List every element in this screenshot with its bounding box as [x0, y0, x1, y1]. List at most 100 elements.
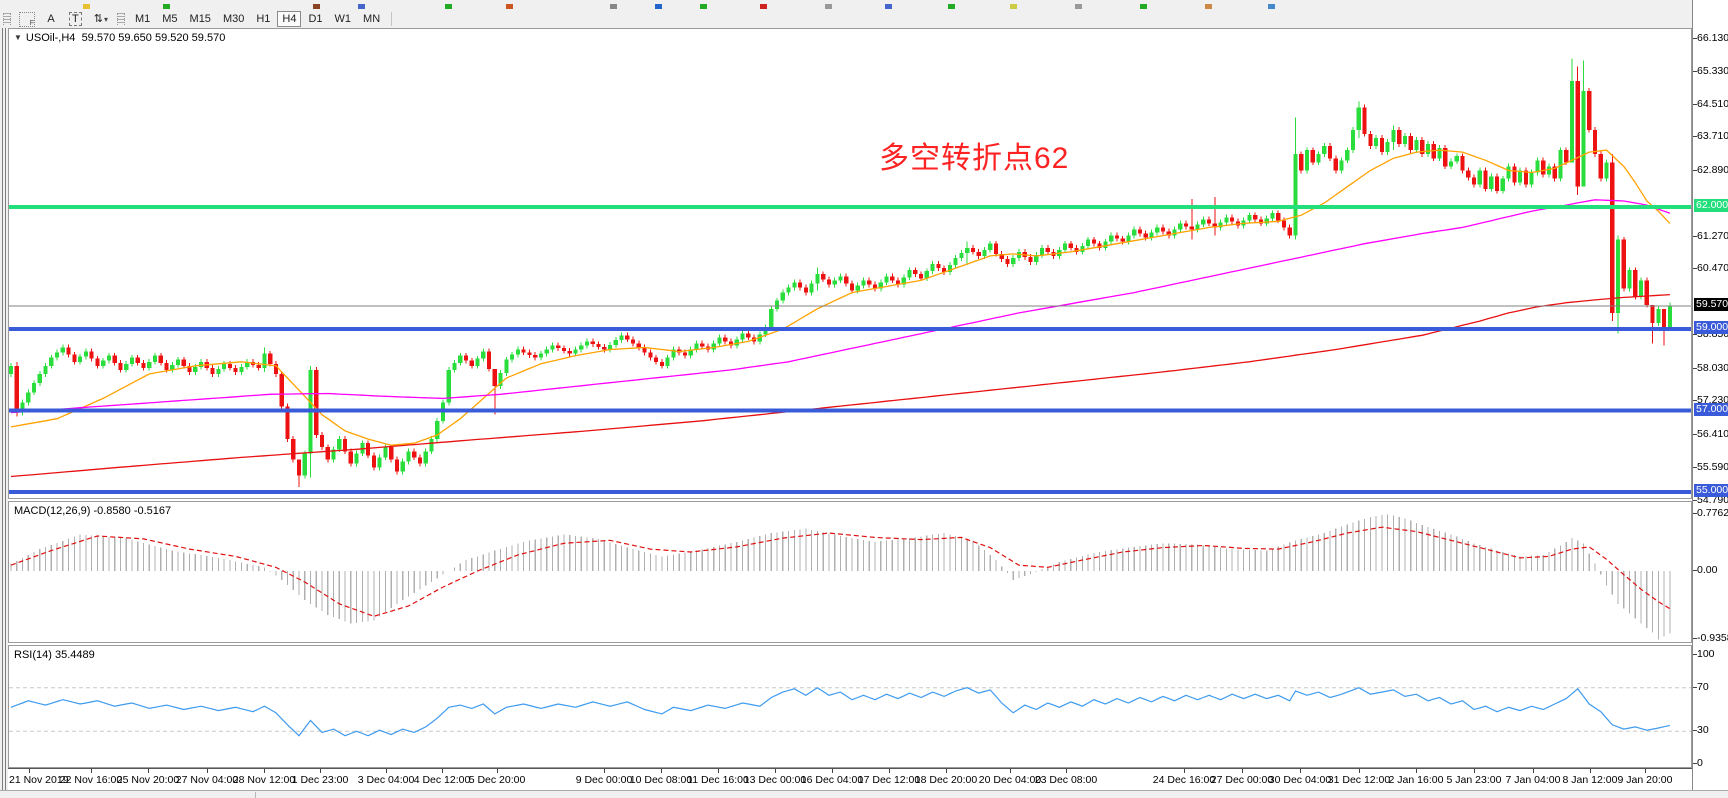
toolbar-icon-fragment [358, 4, 365, 9]
price-tick-label: 55.590 [1697, 460, 1728, 473]
toolbar-icon-fragment [885, 4, 892, 9]
toolbar-icon-fragment [700, 4, 707, 9]
rsi-indicator-panel[interactable]: RSI(14) 35.4489 [8, 645, 1692, 768]
timeframe-button-m5[interactable]: M5 [157, 11, 182, 27]
time-axis-tick [1242, 769, 1243, 773]
macd-axis-tick [1693, 513, 1697, 515]
timeframe-button-m15[interactable]: M15 [185, 11, 216, 27]
time-axis-tick [775, 769, 776, 773]
text-label-tool-button[interactable]: A [40, 11, 62, 27]
price-tick-label: 56.410 [1697, 427, 1728, 440]
rsi-line [10, 686, 1671, 737]
time-axis-tick [1184, 769, 1185, 773]
rsi-axis-tick [1693, 686, 1697, 688]
arrows-icon: ⇅ [93, 13, 103, 25]
window-left-splitter[interactable] [0, 28, 8, 790]
rsi-axis-label: 70 [1697, 680, 1709, 693]
arrows-tool-button[interactable]: ⇅▾ [89, 11, 113, 27]
macd-histogram-layer [10, 514, 1671, 640]
price-axis-tick [1693, 235, 1697, 237]
time-axis-tick [207, 769, 208, 773]
price-axis-tick [1693, 433, 1697, 435]
toolbar-icon-fragment [825, 4, 832, 9]
time-axis-tick [442, 769, 443, 773]
price-tick-label: 64.510 [1697, 97, 1728, 110]
timeframe-button-mn[interactable]: MN [358, 11, 385, 27]
time-axis-tick [1066, 769, 1067, 773]
text-box-tool-button[interactable]: T [64, 11, 87, 27]
dock-letter: F [29, 19, 34, 27]
price-axis-tick [1693, 103, 1697, 105]
time-axis-tick [1533, 769, 1534, 773]
price-tick-label: 66.130 [1697, 32, 1728, 44]
time-axis-label: 3 Dec 04:00 [357, 774, 415, 786]
toolbar-icon-fragment [445, 4, 452, 9]
time-axis-label: 20 Dec 04:00 [978, 774, 1042, 786]
time-axis-label: 9 Dec 00:00 [575, 774, 633, 786]
price-level-label: 55.000 [1694, 483, 1728, 497]
macd-axis-label: 0.7762 [1697, 507, 1728, 520]
timeframe-button-m30[interactable]: M30 [218, 11, 249, 27]
toolbar-icon-fragment [1010, 4, 1017, 9]
toolbar-separator [391, 12, 393, 26]
timeframe-button-d1[interactable]: D1 [303, 11, 327, 27]
time-axis-label: 27 Dec 00:00 [1210, 774, 1274, 786]
price-level-label: 59.570 [1694, 297, 1728, 311]
time-axis-tick [91, 769, 92, 773]
timeframe-button-h4[interactable]: H4 [277, 11, 302, 27]
toolbar-drag-handle[interactable] [3, 13, 11, 25]
chart-dropdown-icon[interactable]: ▼ [14, 33, 22, 42]
price-axis[interactable]: 66.130 65.330 64.510 63.710 62.890 61.270 60.4… [1692, 0, 1728, 798]
price-tick-label: 60.470 [1697, 262, 1728, 275]
price-axis-tick [1693, 70, 1697, 72]
toolbar-drag-handle[interactable] [116, 13, 125, 25]
time-axis-label: 22 Nov 16:00 [59, 774, 123, 786]
toolbar-icon-fragment [610, 4, 617, 9]
time-axis-label: 5 Jan 23:00 [1446, 774, 1502, 786]
time-axis-label: 13 Dec 00:00 [743, 774, 807, 786]
ma-fast [10, 149, 1671, 446]
toolbar-icon-fragment [948, 4, 955, 9]
status-bar-segment [2, 792, 256, 798]
toolbar-icon-fragment [1268, 4, 1275, 9]
time-axis-tick [264, 769, 265, 773]
time-axis-label: 1 Dec 23:00 [291, 774, 349, 786]
chart-ohlc-readout: 59.570 59.650 59.520 59.570 [81, 32, 226, 44]
time-axis-label: 4 Dec 12:00 [413, 774, 471, 786]
time-axis-label: 5 Dec 20:00 [468, 774, 526, 786]
time-axis-label: 28 Nov 12:00 [232, 774, 296, 786]
time-axis-tick [29, 769, 30, 773]
price-level-label: 62.000 [1694, 199, 1728, 213]
main-chart-panel[interactable]: ▼ USOil-,H4 59.570 59.650 59.520 59.570 多… [8, 28, 1692, 499]
time-axis-tick [497, 769, 498, 773]
price-axis-tick [1693, 268, 1697, 270]
time-axis-label: 23 Dec 08:00 [1034, 774, 1098, 786]
rsi-axis-tick [1693, 763, 1697, 764]
price-axis-tick [1693, 499, 1697, 501]
rsi-axis-label: 0 [1697, 757, 1703, 769]
time-axis-tick [832, 769, 833, 773]
moving-averages-layer [10, 149, 1671, 478]
main-chart-canvas [9, 58, 1691, 494]
timeframe-button-m1[interactable]: M1 [130, 11, 155, 27]
price-axis-tick [1693, 334, 1697, 336]
time-axis-tick [1416, 769, 1417, 773]
toolbar-icon-fragment [83, 4, 90, 9]
rsi-label: RSI(14) 35.4489 [14, 649, 95, 661]
time-axis-tick [718, 769, 719, 773]
toolbar: F A T ⇅▾ M1 M5 M15 M30 H1 H4 D1 W1 MN [0, 10, 1728, 29]
time-axis-label: 21 Nov 2019 [9, 774, 69, 786]
timeframe-button-h1[interactable]: H1 [251, 11, 275, 27]
docking-grid-icon[interactable]: F [19, 11, 35, 27]
letter-a-icon: A [47, 13, 55, 25]
price-axis-tick [1693, 136, 1697, 138]
toolbar-icon-fragment [506, 4, 513, 9]
time-axis[interactable]: 21 Nov 2019 22 Nov 16:00 25 Nov 20:00 27 No… [8, 768, 1692, 791]
time-axis-tick [946, 769, 947, 773]
macd-canvas [10, 514, 1671, 640]
price-tick-label: 58.030 [1697, 361, 1728, 374]
macd-indicator-panel[interactable]: MACD(12,26,9) -0.8580 -0.5167 [8, 501, 1692, 643]
macd-axis-tick [1693, 638, 1697, 640]
price-axis-tick [1693, 367, 1697, 369]
timeframe-button-w1[interactable]: W1 [330, 11, 357, 27]
